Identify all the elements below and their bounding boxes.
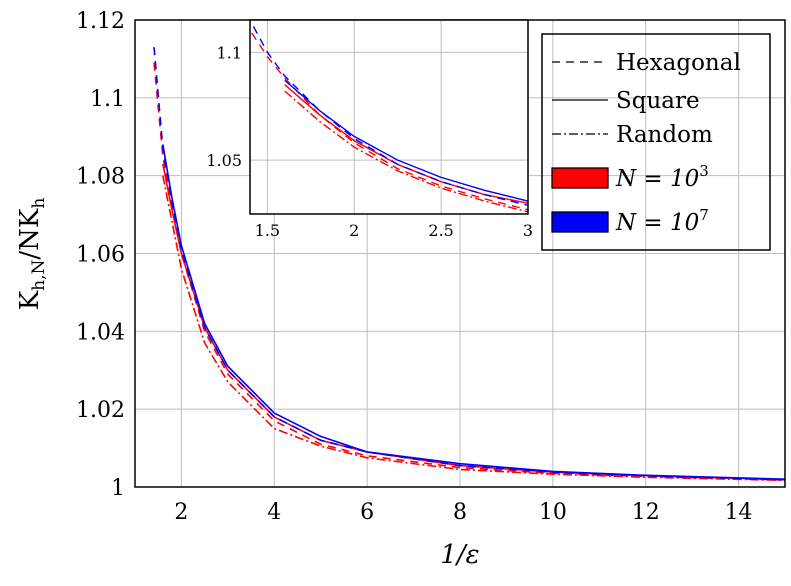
- main-series-random-n10e3: [162, 175, 785, 482]
- main-x-tick-label: 6: [360, 500, 374, 525]
- inset-x-tick-label: 3: [523, 221, 533, 240]
- legend: Hexagonal Square Random N = 103 N = 107: [541, 33, 771, 251]
- main-x-tick-label: 4: [267, 500, 281, 525]
- x-axis-label: 1/ε: [440, 540, 479, 570]
- main-y-tick-label: 1.06: [76, 243, 125, 268]
- legend-n1e7-base: N = 10: [615, 210, 699, 236]
- inset-y-tick-label: 1.05: [206, 151, 242, 170]
- inset-series-square-n10e7: [284, 79, 528, 202]
- main-y-tick-label: 1.1: [90, 87, 125, 112]
- legend-n1e3-base: N = 10: [615, 166, 699, 192]
- main-x-tick-label: 14: [725, 500, 753, 525]
- legend-n1e7-swatch: [551, 211, 609, 233]
- legend-n1e3-exp: 3: [699, 162, 709, 180]
- y-axis-label-k: K: [15, 290, 45, 310]
- main-series-group: [153, 47, 785, 482]
- inset-series-random-n10e3: [284, 90, 528, 213]
- legend-hexagonal-label: Hexagonal: [616, 50, 741, 76]
- y-axis-label-sub2: h: [29, 198, 49, 209]
- y-axis-label: Kh,N/NKh: [15, 198, 49, 311]
- y-axis-label-mid: /NK: [15, 208, 45, 260]
- main-x-tick-label: 2: [174, 500, 188, 525]
- legend-n1e7-label: N = 107: [615, 206, 709, 236]
- main-series-square-n10e7: [162, 144, 785, 481]
- inset-y-tick-label: 1.1: [217, 43, 242, 62]
- main-y-tick-label: 1.12: [76, 9, 125, 34]
- legend-random-label: Random: [616, 122, 713, 148]
- main-x-tick-label: 12: [632, 500, 660, 525]
- y-axis-label-sub1: h,N: [29, 259, 49, 290]
- legend-n1e3-label: N = 103: [615, 162, 709, 192]
- legend-box: [541, 33, 771, 251]
- inset-x-tick-label: 1.5: [255, 221, 280, 240]
- inset-x-tick-label: 2: [349, 221, 359, 240]
- inset-plot-frame: [249, 19, 529, 215]
- main-y-tick-label: 1.08: [76, 165, 125, 190]
- legend-n1e3-swatch: [551, 167, 609, 189]
- inset-series-group: [251, 26, 528, 213]
- inset-background: [250, 20, 528, 214]
- main-x-tick-label: 8: [453, 500, 467, 525]
- main-x-tick-label: 10: [539, 500, 567, 525]
- legend-n1e7-exp: 7: [699, 206, 709, 224]
- inset-x-tick-label: 2.5: [428, 221, 453, 240]
- main-y-tick-label: 1: [111, 476, 125, 501]
- main-y-tick-label: 1.04: [76, 320, 125, 345]
- legend-square-label: Square: [616, 88, 700, 114]
- main-y-tick-label: 1.02: [76, 398, 125, 423]
- inset-tick-labels: 1.5 2 2.5 3 1.05 1.1: [206, 43, 533, 240]
